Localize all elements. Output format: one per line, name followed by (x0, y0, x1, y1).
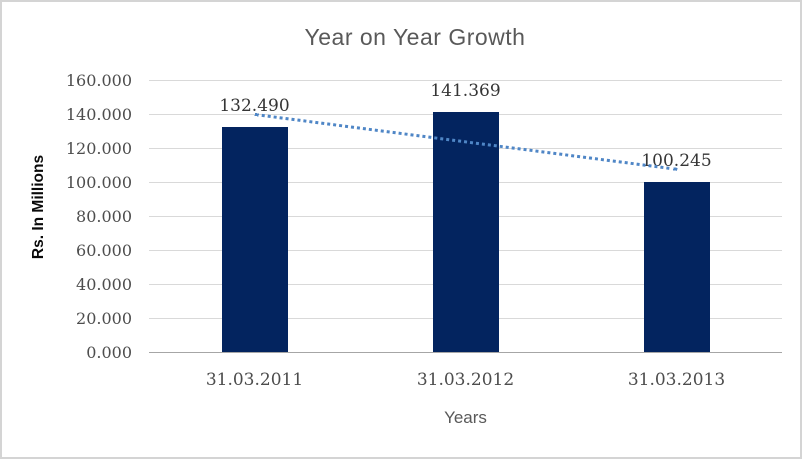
bar (432, 111, 499, 352)
y-axis-tick-label: 40.000 (76, 274, 132, 294)
gridline (149, 79, 782, 81)
bar-data-label: 100.245 (641, 150, 712, 171)
y-axis-tick-label: 80.000 (76, 206, 132, 226)
plot-area: 132.490 141.369 100.245 (149, 79, 782, 353)
y-axis-tick-label: 160.000 (65, 70, 132, 90)
bar-data-label: 132.490 (219, 95, 290, 116)
y-axis-tick-label: 140.000 (65, 104, 132, 124)
y-axis-tick-label: 20.000 (76, 308, 132, 328)
y-axis-tick-label: 100.000 (65, 172, 132, 192)
x-axis-tick-label: 31.03.2012 (416, 370, 515, 390)
bar-data-label: 141.369 (430, 80, 501, 101)
y-axis-tick-label: 60.000 (76, 240, 132, 260)
chart-title: Year on Year Growth (304, 24, 526, 50)
x-axis-title: Years (444, 408, 487, 427)
x-axis-tick-label: 31.03.2011 (205, 370, 304, 390)
y-axis-tick-label: 120.000 (65, 138, 132, 158)
x-axis-tick-label: 31.03.2013 (627, 370, 726, 390)
bar (221, 126, 288, 352)
bar (643, 181, 710, 352)
y-axis-tick-label: 0.000 (86, 342, 132, 362)
